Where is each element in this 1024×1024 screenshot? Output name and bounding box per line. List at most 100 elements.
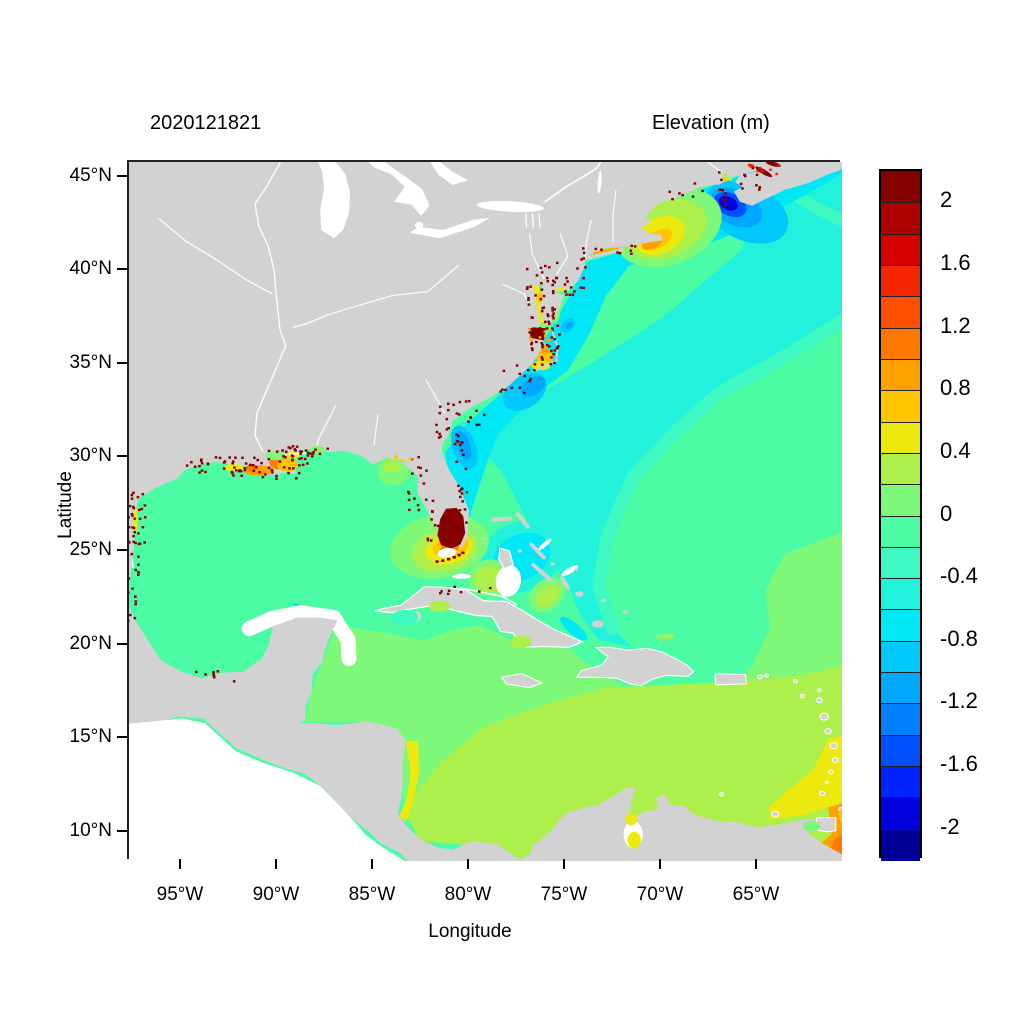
colorbar-cell [881,452,920,486]
wetland-speckle [724,199,728,202]
wetland-speckle [629,249,633,252]
wetland-speckle [540,288,544,291]
wetland-speckle [438,527,442,530]
map-plot-area [127,160,842,861]
wetland-speckle [582,257,585,260]
land-cuba [374,585,584,649]
y-tick-mark [117,268,127,271]
wetland-speckle [132,491,135,494]
wetland-speckle [129,619,130,622]
wetland-speckle [467,399,471,403]
wetland-speckle [459,443,462,447]
wetland-speckle [457,413,461,416]
bahama-island-strip [529,542,546,560]
wetland-speckle [300,457,303,460]
lake-huron [368,162,430,216]
wetland-speckle [275,474,278,478]
lesser-antilles-east-strip [769,735,842,820]
wetland-speckle [424,498,428,501]
lake-michigan [318,162,350,239]
wetland-speckle [429,539,433,542]
ns-tip-orange [722,177,728,182]
colorbar-title: Elevation (m) [652,112,770,134]
wetland-speckle [129,516,130,519]
colorbar-tick-label: -0.8 [940,625,978,651]
wetland-speckle [467,420,470,423]
wetland-speckle [464,400,468,403]
wetland-speckle [552,312,555,315]
wetland-speckle [267,458,271,461]
wetland-speckle [469,416,473,419]
wetland-speckle [453,442,457,446]
wetland-speckle [552,291,555,295]
wetland-speckle [555,261,559,265]
wetland-speckle [556,345,560,348]
wetland-speckle [453,585,456,588]
wetland-speckle [132,526,136,530]
colorbar-tick-label: 0 [940,500,953,526]
wetland-speckle [551,327,554,330]
wetland-speckle [130,493,134,497]
x-tick-label: 70°W [636,884,684,905]
wetland-speckle [543,334,547,337]
wetland-speckle [394,454,398,458]
wetland-speckle [477,423,481,426]
wetland-speckle [540,310,544,313]
wetland-speckle [133,517,136,520]
elevation-map [129,162,842,861]
wetland-speckle [200,462,204,465]
wetland-speckle [413,497,416,500]
colorbar-cell [881,264,920,298]
x-tick-label: 75°W [540,884,588,905]
wetland-speckle [185,464,189,467]
bahama-island-strip [491,516,513,522]
wetland-speckle [530,339,534,342]
bahama-bank-yellowgreen-se [535,584,560,608]
land-andros [498,547,514,570]
lake-champlain [597,171,602,194]
wetland-speckle [566,280,569,283]
wetland-speckle [204,470,207,474]
wetland-speckle [253,456,256,459]
wetland-speckle [502,369,506,373]
wetland-speckle [138,517,142,520]
colorbar-cell [881,640,920,674]
antilles-island [831,757,839,763]
x-tick-mark [179,859,181,869]
lake-ontario [476,201,544,212]
wetland-speckle [200,469,204,472]
wetland-speckle [457,484,460,487]
wetland-speckle [461,487,464,490]
wetland-speckle [458,509,462,512]
wetland-speckle [580,258,583,261]
wetland-speckle [529,285,532,288]
wetland-speckle [553,338,556,341]
wetland-speckle [540,271,544,274]
wetland-speckle [758,186,762,189]
land-long-island [585,247,625,261]
florida-keys-dot [435,560,439,563]
y-tick-mark [117,174,127,177]
colorbar-cell [881,484,920,517]
wetland-speckle [430,518,433,521]
campeche-bank-white [241,605,357,667]
wetland-speckle [289,446,292,450]
wetland-speckle [130,552,134,556]
wetland-speckle [132,540,135,544]
wetland-speckle [693,182,697,185]
wetland-speckle [541,346,544,349]
wetland-speckle [553,361,556,365]
exuma-sound-white-sliver [561,565,579,576]
y-tick-label: 35°N [69,351,112,373]
wetland-speckle [195,670,198,674]
wetland-speckle [552,317,555,320]
wetland-speckle [140,507,144,511]
wetland-speckle [618,252,622,255]
wetland-speckle [527,303,531,306]
wetland-speckle [129,504,132,508]
wetland-speckle [131,526,134,529]
wetland-speckle [540,356,544,359]
wetland-speckle [630,252,633,255]
wetland-speckle [137,573,140,576]
wetland-speckle [579,286,583,289]
